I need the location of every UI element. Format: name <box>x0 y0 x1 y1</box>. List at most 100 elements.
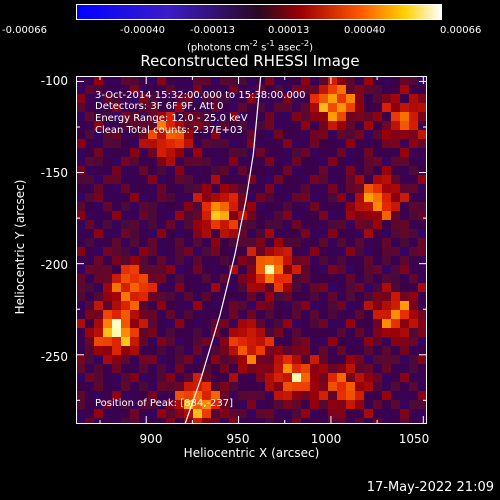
heatmap-cell <box>220 373 230 383</box>
heatmap-cell <box>346 184 356 194</box>
heatmap-cell <box>211 166 221 176</box>
heatmap-cell <box>76 364 86 374</box>
heatmap-cell <box>310 166 320 176</box>
heatmap-cell <box>148 202 158 212</box>
heatmap-cell <box>310 292 320 302</box>
heatmap-cell <box>130 220 140 230</box>
heatmap-cell <box>256 157 266 167</box>
heatmap-cell <box>418 94 427 104</box>
heatmap-cell <box>373 328 383 338</box>
heatmap-cell <box>184 301 194 311</box>
heatmap-cell <box>139 184 149 194</box>
heatmap-cell <box>373 364 383 374</box>
heatmap-cell <box>211 103 221 113</box>
heatmap-cell <box>139 175 149 185</box>
heatmap-cell <box>400 283 410 293</box>
heatmap-plot <box>76 76 427 424</box>
heatmap-cell <box>184 274 194 284</box>
heatmap-cell <box>355 283 365 293</box>
heatmap-cell <box>229 193 239 203</box>
heatmap-cell <box>193 346 203 356</box>
colorbar <box>76 4 442 20</box>
heatmap-cell <box>256 274 266 284</box>
heatmap-cell <box>247 202 257 212</box>
heatmap-cell <box>184 319 194 329</box>
heatmap-cell <box>247 310 257 320</box>
heatmap-cell <box>400 337 410 347</box>
heatmap-cell <box>220 310 230 320</box>
heatmap-cell <box>355 85 365 95</box>
heatmap-cell <box>247 319 257 329</box>
heatmap-cell <box>355 184 365 194</box>
heatmap-cell <box>121 364 131 374</box>
heatmap-cell <box>337 220 347 230</box>
heatmap-cell <box>211 94 221 104</box>
heatmap-cell <box>256 391 266 401</box>
heatmap-cell <box>139 148 149 158</box>
heatmap-cell <box>94 157 104 167</box>
heatmap-cell <box>103 364 113 374</box>
heatmap-cell <box>85 364 95 374</box>
heatmap-cell <box>355 391 365 401</box>
heatmap-cell <box>310 247 320 257</box>
heatmap-cell <box>283 238 293 248</box>
heatmap-cell <box>130 76 140 86</box>
heatmap-cell <box>85 346 95 356</box>
heatmap-cell <box>355 373 365 383</box>
heatmap-cell <box>391 274 401 284</box>
heatmap-cell <box>319 400 329 410</box>
heatmap-cell <box>121 319 131 329</box>
heatmap-cell <box>121 175 131 185</box>
heatmap-cell <box>337 103 347 113</box>
heatmap-cell <box>364 112 374 122</box>
heatmap-cell <box>400 400 410 410</box>
heatmap-cell <box>346 94 356 104</box>
heatmap-cell <box>310 256 320 266</box>
heatmap-cell <box>301 301 311 311</box>
heatmap-cell <box>373 238 383 248</box>
heatmap-cell <box>382 184 392 194</box>
heatmap-cell <box>292 328 302 338</box>
heatmap-cell <box>265 319 275 329</box>
heatmap-cell <box>400 319 410 329</box>
heatmap-cell <box>301 76 311 86</box>
heatmap-cell <box>400 274 410 284</box>
heatmap-cell <box>274 337 284 347</box>
heatmap-cell <box>229 337 239 347</box>
heatmap-cell <box>373 193 383 203</box>
heatmap-cell <box>76 166 86 176</box>
heatmap-cell <box>400 76 410 86</box>
heatmap-cell <box>256 301 266 311</box>
heatmap-cell <box>292 121 302 131</box>
heatmap-cell <box>103 283 113 293</box>
heatmap-cell <box>157 256 167 266</box>
heatmap-cell <box>310 337 320 347</box>
heatmap-cell <box>292 103 302 113</box>
heatmap-cell <box>103 256 113 266</box>
heatmap-cell <box>220 202 230 212</box>
heatmap-cell <box>193 355 203 365</box>
heatmap-cell <box>256 409 266 419</box>
heatmap-cell <box>391 391 401 401</box>
heatmap-cell <box>76 148 86 158</box>
heatmap-cell <box>94 247 104 257</box>
heatmap-cell <box>382 328 392 338</box>
heatmap-cell <box>337 94 347 104</box>
heatmap-cell <box>328 193 338 203</box>
heatmap-cell <box>211 202 221 212</box>
heatmap-cell <box>364 238 374 248</box>
heatmap-cell <box>364 148 374 158</box>
heatmap-cell <box>85 166 95 176</box>
heatmap-cell <box>76 382 86 392</box>
heatmap-cell <box>148 103 158 113</box>
heatmap-cell <box>139 193 149 203</box>
heatmap-cell <box>229 382 239 392</box>
heatmap-cell <box>355 274 365 284</box>
heatmap-cell <box>310 202 320 212</box>
heatmap-cell <box>157 139 167 149</box>
heatmap-cell <box>400 418 410 424</box>
heatmap-cell <box>166 373 176 383</box>
heatmap-cell <box>220 139 230 149</box>
heatmap-cell <box>202 148 212 158</box>
heatmap-cell <box>373 409 383 419</box>
